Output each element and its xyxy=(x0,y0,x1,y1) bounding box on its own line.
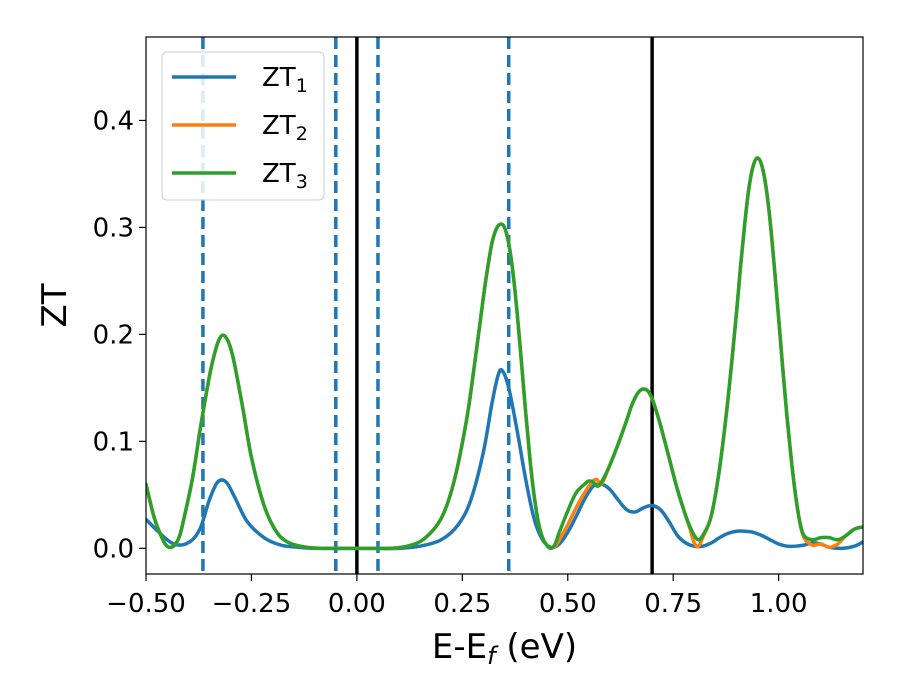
y-tick-label: 0.1 xyxy=(93,427,134,457)
x-tick-label: 1.00 xyxy=(750,589,808,619)
series-line-3 xyxy=(146,156,863,551)
legend-label-subscript: 2 xyxy=(296,123,308,145)
y-axis-label: ZT xyxy=(35,283,75,327)
reference-lines xyxy=(201,37,654,574)
x-axis-ticks: −0.50 −0.25 0.00 0.25 0.50 0.75 1.00 xyxy=(106,574,808,619)
legend-label-subscript: 1 xyxy=(296,75,308,97)
x-tick-label: 0.00 xyxy=(328,589,386,619)
legend-label-3: ZT3 xyxy=(262,159,308,193)
plot-frame xyxy=(145,36,864,575)
y-tick-label: 0.4 xyxy=(93,106,134,136)
x-tick-label: −0.25 xyxy=(212,589,292,619)
x-axis-label-main: E-E xyxy=(432,627,487,667)
series-line-2 xyxy=(146,156,863,551)
x-tick-label: 0.25 xyxy=(433,589,491,619)
legend-label-main: ZT xyxy=(262,63,296,93)
x-axis-label: E-Ef (eV) xyxy=(432,627,577,670)
series-lines xyxy=(146,156,863,551)
legend-label-2: ZT2 xyxy=(262,111,308,145)
legend-label-1: ZT1 xyxy=(262,63,308,97)
y-tick-label: 0.2 xyxy=(93,320,134,350)
legend-label-subscript: 3 xyxy=(296,171,308,193)
x-tick-label: −0.50 xyxy=(106,589,186,619)
legend-box xyxy=(161,51,325,201)
legend-label-main: ZT xyxy=(262,159,296,189)
x-tick-label: 0.75 xyxy=(644,589,702,619)
y-axis-ticks: 0.0 0.1 0.2 0.3 0.4 xyxy=(93,106,146,564)
legend-label-main: ZT xyxy=(262,111,296,141)
x-axis-label-unit: (eV) xyxy=(496,627,578,667)
series-line-1 xyxy=(146,367,863,551)
y-tick-label: 0.0 xyxy=(93,534,134,564)
y-tick-label: 0.3 xyxy=(93,213,134,243)
x-tick-label: 0.50 xyxy=(539,589,597,619)
